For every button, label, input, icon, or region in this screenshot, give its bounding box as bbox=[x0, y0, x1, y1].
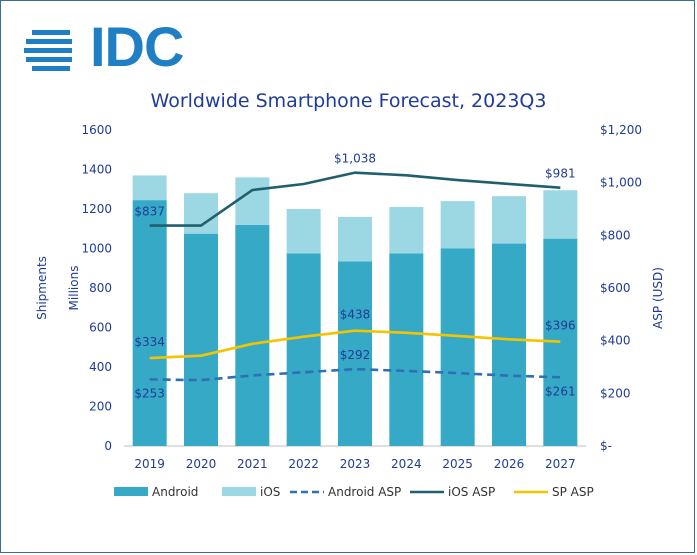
bar-ios bbox=[338, 216, 372, 262]
data-label: $981 bbox=[545, 167, 576, 181]
x-tick-label: 2022 bbox=[288, 457, 319, 471]
bar-ios bbox=[286, 209, 321, 254]
bar-android bbox=[492, 243, 526, 446]
logo-text: IDC bbox=[90, 15, 184, 78]
right-axis-title: ASP (USD) bbox=[651, 267, 665, 329]
left-tick-label: 400 bbox=[89, 360, 112, 374]
bar-ios bbox=[440, 201, 475, 249]
bar-android bbox=[286, 253, 321, 446]
data-label: $837 bbox=[134, 205, 165, 219]
line-android-asp bbox=[149, 367, 561, 382]
x-tick-label: 2025 bbox=[442, 457, 473, 471]
right-tick-label: $600 bbox=[600, 281, 631, 295]
bar-ios bbox=[235, 177, 270, 225]
left-axis-title-inner: Millions bbox=[67, 266, 81, 311]
left-tick-label: 0 bbox=[104, 439, 112, 453]
left-tick-label: 600 bbox=[89, 321, 112, 335]
line-sp-asp bbox=[149, 329, 561, 360]
data-label: $334 bbox=[134, 335, 165, 349]
bar-ios bbox=[132, 175, 167, 201]
globe-icon bbox=[24, 30, 72, 71]
left-tick-label: 1600 bbox=[81, 123, 112, 137]
right-tick-label: $200 bbox=[600, 386, 631, 400]
x-tick-label: 2026 bbox=[494, 457, 525, 471]
right-tick-label: $- bbox=[600, 439, 612, 453]
data-label: $396 bbox=[545, 319, 576, 333]
legend-label: iOS bbox=[260, 485, 280, 499]
left-tick-label: 1400 bbox=[81, 163, 112, 177]
bar-android bbox=[235, 224, 270, 446]
bar-ios bbox=[184, 193, 218, 234]
bar-ios bbox=[492, 196, 526, 244]
left-tick-label: 800 bbox=[89, 281, 112, 295]
right-tick-label: $1,000 bbox=[600, 176, 642, 190]
legend-swatch-ios bbox=[222, 487, 256, 496]
x-tick-label: 2024 bbox=[391, 457, 422, 471]
legend-label: Android bbox=[152, 485, 198, 499]
bar-android bbox=[132, 200, 167, 446]
line-ios-asp bbox=[149, 171, 561, 227]
left-tick-label: 1200 bbox=[81, 202, 112, 216]
legend-label: Android ASP bbox=[328, 485, 401, 499]
legend-label: iOS ASP bbox=[448, 485, 495, 499]
idc-logo: IDC bbox=[24, 18, 184, 76]
right-tick-label: $1,200 bbox=[600, 123, 642, 137]
data-label: $1,038 bbox=[334, 152, 376, 166]
x-tick-label: 2027 bbox=[545, 457, 576, 471]
bar-ios bbox=[543, 190, 578, 239]
legend-label: SP ASP bbox=[552, 485, 594, 499]
legend-swatch-android bbox=[114, 487, 148, 496]
bar-android bbox=[389, 253, 424, 446]
x-tick-label: 2020 bbox=[186, 457, 217, 471]
data-label: $261 bbox=[545, 384, 576, 398]
data-label: $292 bbox=[340, 348, 371, 362]
x-tick-label: 2023 bbox=[340, 457, 371, 471]
x-tick-label: 2019 bbox=[134, 457, 165, 471]
bar-android bbox=[440, 248, 475, 446]
bar-android bbox=[184, 233, 218, 446]
x-tick-label: 2021 bbox=[237, 457, 268, 471]
left-tick-label: 200 bbox=[89, 400, 112, 414]
left-axis-title-outer: Shipments bbox=[35, 256, 49, 320]
bar-android bbox=[338, 261, 372, 446]
chart-title: Worldwide Smartphone Forecast, 2023Q3 bbox=[150, 90, 547, 112]
data-label: $438 bbox=[340, 308, 371, 322]
data-label: $253 bbox=[134, 386, 165, 400]
right-tick-label: $800 bbox=[600, 228, 631, 242]
left-tick-label: 1000 bbox=[81, 242, 112, 256]
bar-ios bbox=[389, 207, 424, 254]
right-tick-label: $400 bbox=[600, 334, 631, 348]
